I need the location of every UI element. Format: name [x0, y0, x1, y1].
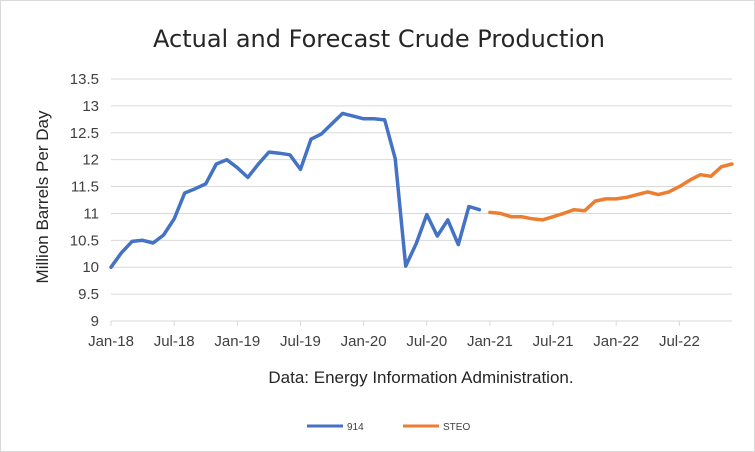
- x-tick-label: Jul-22: [659, 333, 700, 350]
- y-tick-label: 9: [91, 313, 99, 330]
- x-tick-label: Jan-19: [214, 333, 260, 350]
- y-tick-label: 9.5: [78, 286, 99, 303]
- y-axis-label: Million Barrels Per Day: [33, 110, 52, 283]
- chart-title: Actual and Forecast Crude Production: [153, 25, 605, 53]
- y-tick-label: 12: [82, 152, 99, 169]
- legend: 914 STEO: [307, 422, 470, 433]
- x-tick-label: Jan-21: [467, 333, 513, 350]
- y-tick-label: 10.5: [70, 232, 99, 249]
- y-axis-ticks: 9 9.5 10 10.5 11 11.5 12 12.5 13 13.5: [70, 71, 99, 330]
- x-tick-label: Jul-18: [154, 333, 195, 350]
- gridlines: [111, 78, 732, 295]
- x-tick-label: Jul-21: [533, 333, 574, 350]
- series-line-actual-914: [109, 111, 482, 269]
- y-tick-label: 13: [82, 98, 99, 115]
- x-axis-ticks: Jan-18 Jul-18 Jan-19 Jul-19 Jan-20 Jul-20 Jan-…: [88, 321, 700, 350]
- y-tick-label: 11: [83, 205, 99, 222]
- x-tick-label: Jul-20: [406, 333, 447, 350]
- y-tick-label: 13.5: [70, 71, 99, 88]
- x-tick-label: Jul-19: [280, 333, 321, 350]
- x-axis-label: Data: Energy Information Administration.: [268, 368, 573, 387]
- legend-label: STEO: [443, 422, 470, 433]
- legend-label: 914: [347, 422, 364, 433]
- y-tick-label: 10: [82, 259, 99, 276]
- series-lines: [109, 111, 734, 269]
- x-tick-label: Jan-20: [341, 333, 387, 350]
- y-tick-label: 12.5: [70, 125, 99, 142]
- y-tick-label: 11.5: [71, 179, 99, 196]
- x-tick-label: Jan-18: [88, 333, 134, 350]
- x-tick-label: Jan-22: [593, 333, 639, 350]
- series-line-forecast-steo: [488, 162, 734, 222]
